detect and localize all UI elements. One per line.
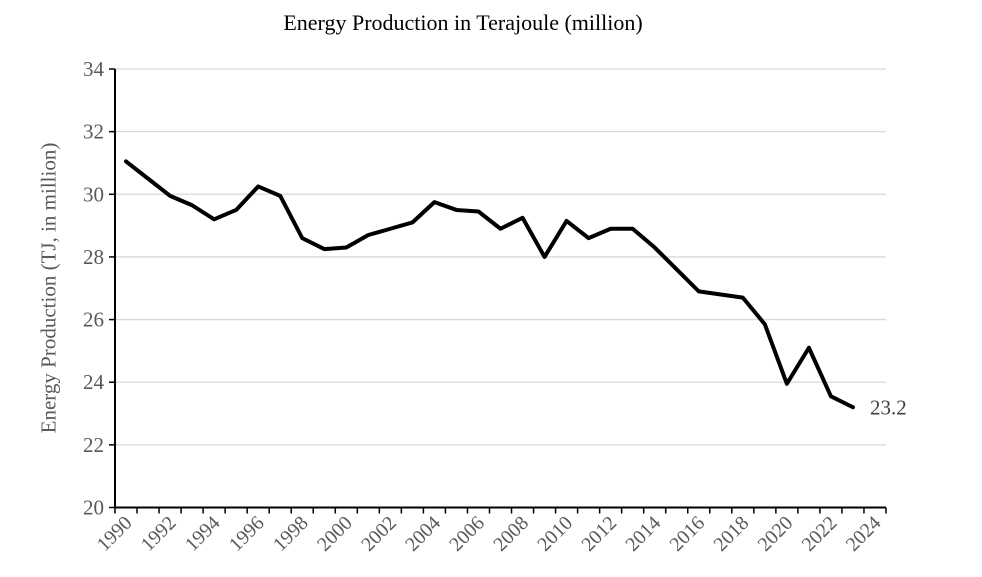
x-tick-label: 2002 [357,512,401,556]
x-tick-label: 1996 [225,512,269,556]
end-value-label: 23.2 [870,395,907,419]
x-tick-label: 2014 [621,512,665,556]
x-tick-label: 2006 [445,512,489,556]
x-tick-label: 2004 [401,512,445,556]
y-axis-title: Energy Production (TJ, in million) [36,142,61,434]
y-tick-label: 32 [83,120,104,144]
chart-title: Energy Production in Terajoule (million) [283,10,643,35]
series-line [124,159,855,410]
x-tick-label: 2022 [798,512,842,556]
x-tick-label: 2016 [665,512,709,556]
x-tick-label: 2024 [842,512,886,556]
x-tick-label: 2020 [754,512,798,556]
y-tick-label: 26 [83,308,104,332]
y-tick-label: 34 [83,57,105,81]
x-tick-label: 1994 [181,512,225,556]
x-tick-label: 2008 [489,512,533,556]
y-tick-label: 28 [83,245,104,269]
y-tick-label: 30 [83,182,104,206]
x-tick-label: 1998 [269,512,313,556]
y-tick-label: 22 [83,433,104,457]
x-tick-label: 1992 [137,512,181,556]
y-tick-label: 24 [83,370,105,394]
x-tick-label: 2000 [313,512,357,556]
x-tick-label: 2012 [577,512,621,556]
y-tick-label: 20 [83,496,104,520]
x-tick-label: 2010 [533,512,577,556]
x-tick-label: 2018 [710,512,754,556]
